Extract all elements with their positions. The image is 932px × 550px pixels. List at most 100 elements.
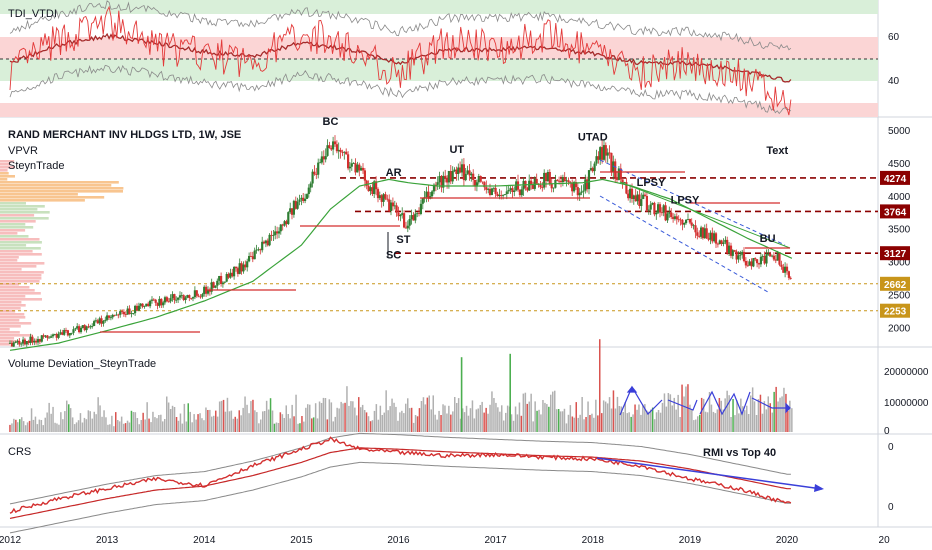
candle-body (711, 232, 714, 242)
candle-body (643, 194, 647, 196)
volume-bar (653, 419, 656, 432)
volume-bar (340, 401, 342, 432)
candle-body (653, 202, 656, 215)
vpvr-bar (0, 316, 26, 319)
candle-body (182, 295, 185, 300)
candle-body (156, 302, 159, 306)
candle-body (367, 185, 370, 192)
volume-trend-arrows (619, 385, 791, 416)
volume-bar (38, 419, 41, 432)
candle-body (440, 176, 443, 188)
vpvr-bar (0, 250, 33, 253)
volume-bar (593, 417, 595, 432)
volume-bar (744, 410, 746, 432)
volume-bar (418, 408, 421, 432)
candle-body (165, 297, 168, 302)
volume-bar (685, 386, 687, 432)
volume-bar (140, 420, 142, 432)
candle-body (18, 341, 21, 345)
candle-body (186, 295, 189, 298)
volume-bar (681, 384, 683, 432)
volume-bar (307, 404, 309, 432)
volume-bar (346, 386, 348, 432)
tdi-pane[interactable]: TDI_VTDI 60 40 (0, 0, 900, 117)
crs-pane[interactable]: CRS RMI vs Top 40 0 0 (8, 432, 894, 534)
volume-bar (26, 422, 29, 432)
candle-body (305, 194, 309, 199)
volume-bar (477, 408, 479, 432)
candle-body (236, 268, 239, 274)
level-badge-text-3127: 3127 (884, 249, 907, 260)
candle-body (406, 225, 409, 229)
vpvr-bar (0, 304, 26, 307)
candle-body (150, 299, 154, 301)
candle-body (255, 249, 258, 251)
tdi-upper-band (9, 0, 792, 51)
volume-bar (738, 413, 740, 432)
candle-body (601, 147, 604, 160)
candle-body (754, 258, 757, 260)
vpvr-bar (0, 322, 32, 325)
candle-body (292, 200, 295, 215)
volume-bar (710, 404, 713, 432)
candle-body (175, 299, 178, 301)
candle-body (485, 187, 488, 190)
candle-body (457, 167, 460, 174)
volume-bar (620, 406, 623, 432)
price-tick-2000: 2000 (888, 323, 911, 334)
candle-body (238, 263, 241, 274)
candle-body (772, 255, 775, 260)
time-axis[interactable]: 2012 2013 2014 2015 2016 2017 2018 2019 2020 20 (0, 535, 890, 546)
vpvr-bar (0, 244, 27, 247)
candle-body (70, 332, 73, 334)
volume-spike-bar (460, 357, 463, 432)
candle-body (573, 182, 576, 192)
candle-body (173, 294, 176, 301)
annotation-text: Text (766, 145, 788, 157)
candle-body (399, 214, 402, 217)
candle-body (634, 195, 637, 202)
volume-bar (391, 398, 393, 432)
candle-body (449, 171, 452, 182)
volume-bar (403, 413, 405, 432)
volume-bar (630, 416, 632, 432)
volume-bar (765, 409, 768, 432)
volume-bar (597, 415, 599, 432)
price-pane[interactable]: BC AR UT UTAD LPSY LPSY ST SC BU Text RAND MERCHA… (0, 116, 911, 351)
candle-body (668, 212, 671, 214)
candle-body (545, 172, 548, 181)
vpvr-bar (0, 301, 22, 304)
candle-body (315, 174, 318, 175)
candle-body (50, 336, 53, 338)
candle-body (657, 204, 660, 213)
candle-body (759, 256, 762, 265)
volume-bar (747, 414, 750, 432)
vpvr-bar (0, 235, 29, 238)
volume-bar (232, 418, 235, 432)
candle-body (79, 328, 83, 333)
candle-body (677, 219, 680, 221)
candle-body (33, 340, 36, 343)
candle-body (408, 219, 411, 226)
candle-body (739, 254, 742, 256)
volume-pane[interactable]: Volume Deviation_SteynTrade 20000000 100… (8, 339, 929, 437)
candle-body (104, 319, 107, 321)
candle-body (389, 202, 393, 211)
vpvr-bar (0, 271, 44, 274)
volume-bar (506, 405, 509, 432)
candle-body (268, 234, 271, 246)
candle-body (270, 234, 273, 236)
volume-bar (457, 398, 460, 432)
volume-bar (301, 416, 303, 432)
candle-body (31, 336, 34, 343)
candle-body (35, 340, 38, 343)
candle-body (163, 297, 167, 303)
volume-bar (9, 424, 11, 432)
candle-body (227, 274, 230, 278)
candle-body (475, 182, 478, 187)
volume-bar (305, 407, 307, 432)
candle-body (347, 154, 350, 169)
volume-bar (691, 409, 693, 432)
annotation-st: ST (396, 234, 410, 246)
volume-bar (501, 405, 503, 432)
